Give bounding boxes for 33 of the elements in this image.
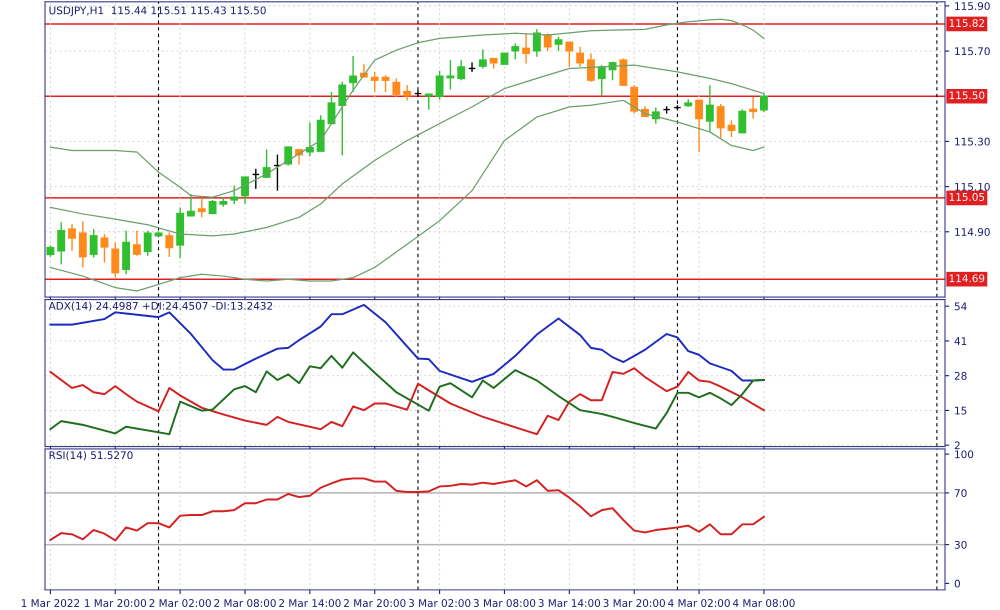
x-tick-label: 4 Mar 02:00 — [668, 599, 730, 607]
y-tick-label: 115.70 — [955, 47, 990, 56]
x-tick-label: 2 Mar 14:00 — [279, 599, 341, 607]
chart-title: RSI(14) 51.5270 — [50, 451, 133, 460]
chart-title: USDJPY,H1 115.44 115.51 115.43 115.50 — [50, 6, 266, 16]
y-tick-label: 115.10 — [955, 182, 990, 191]
x-tick-label: 1 Mar 20:00 — [84, 599, 146, 607]
y-tick-label: 100 — [955, 450, 974, 458]
x-tick-label: 2 Mar 02:00 — [149, 599, 211, 607]
y-tick-label: 0 — [954, 580, 960, 588]
x-tick-label: 1 Mar 2022 — [22, 599, 80, 607]
y-tick-label: 115.30 — [955, 138, 990, 146]
chart-title: ADX(14) 24.4987 +DI:24.4507 -DI:13.2432 — [48, 302, 272, 312]
y-tick-label: 115.90 — [955, 2, 990, 10]
y-tick-label: 54 — [954, 302, 967, 310]
x-tick-label: 3 Mar 14:00 — [538, 599, 600, 607]
x-tick-label: 2 Mar 08:00 — [214, 599, 276, 607]
y-tick-label: 28 — [954, 372, 967, 380]
x-tick-label: 3 Mar 20:00 — [604, 599, 665, 607]
ref-line-label: 115.05 — [950, 193, 984, 201]
y-tick-label: 114.90 — [955, 228, 990, 236]
y-tick-label: 2 — [954, 441, 960, 450]
ref-line-label: 114.69 — [950, 274, 984, 282]
x-tick-label: 3 Mar 08:00 — [474, 599, 536, 607]
x-tick-label: 3 Mar 02:00 — [408, 599, 470, 607]
x-tick-label: 4 Mar 08:00 — [732, 599, 795, 607]
y-tick-label: 70 — [954, 489, 967, 498]
ref-line-label: 115.50 — [950, 91, 984, 100]
y-tick-label: 15 — [955, 406, 966, 415]
y-tick-label: 41 — [954, 337, 966, 345]
x-tick-label: 2 Mar 20:00 — [344, 599, 406, 607]
ref-line-label: 115.82 — [950, 19, 984, 27]
y-tick-label: 30 — [954, 540, 967, 549]
